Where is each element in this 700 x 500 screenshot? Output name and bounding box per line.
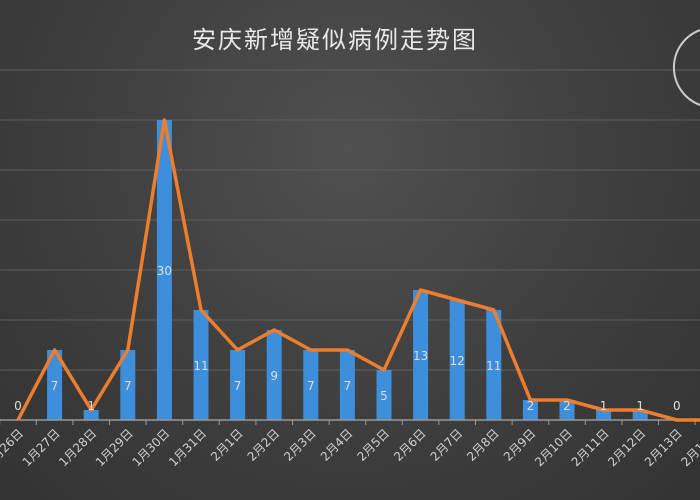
x-tick-label: 1月31日 bbox=[166, 426, 209, 469]
x-tick-label: 2月4日 bbox=[318, 426, 356, 464]
bar bbox=[230, 350, 246, 420]
x-tick-label: 2月11日 bbox=[569, 426, 612, 469]
x-tick-label: 2月2日 bbox=[245, 426, 283, 464]
bar bbox=[266, 330, 282, 420]
bar bbox=[193, 310, 209, 420]
bar bbox=[522, 400, 538, 420]
data-label: 1 bbox=[636, 399, 644, 413]
x-tick-label: 2月5日 bbox=[354, 426, 392, 464]
data-label: 0 bbox=[14, 399, 22, 413]
data-label: 0 bbox=[673, 399, 681, 413]
bar bbox=[559, 400, 575, 420]
bar bbox=[413, 290, 429, 420]
data-label: 11 bbox=[193, 359, 208, 373]
bar bbox=[156, 120, 172, 420]
data-label: 7 bbox=[124, 379, 132, 393]
x-tick-label: 2月8日 bbox=[464, 426, 502, 464]
data-label: 7 bbox=[307, 379, 315, 393]
data-label: 1 bbox=[600, 399, 608, 413]
bar bbox=[632, 410, 648, 420]
data-label: 1 bbox=[87, 399, 95, 413]
data-label: 2 bbox=[563, 399, 571, 413]
data-label: 12 bbox=[450, 354, 465, 368]
data-label: 5 bbox=[380, 389, 388, 403]
data-label: 7 bbox=[51, 379, 59, 393]
bar bbox=[376, 370, 392, 420]
x-tick-label: 2月3日 bbox=[281, 426, 319, 464]
bar bbox=[83, 410, 99, 420]
x-tick-label: 1月29日 bbox=[93, 426, 136, 469]
data-label: 9 bbox=[270, 369, 278, 383]
x-tick-label: 1月27日 bbox=[20, 426, 63, 469]
x-tick-label: 2月6日 bbox=[391, 426, 429, 464]
x-tick-label: 1月30日 bbox=[129, 426, 172, 469]
data-label: 7 bbox=[234, 379, 242, 393]
x-tick-label: 2月1日 bbox=[208, 426, 246, 464]
bar bbox=[596, 410, 612, 420]
trend-line bbox=[16, 118, 700, 422]
bar bbox=[120, 350, 136, 420]
x-tick-label: 2月12日 bbox=[605, 426, 648, 469]
x-tick-label: 1月28日 bbox=[56, 426, 99, 469]
bar bbox=[47, 350, 63, 420]
bar bbox=[339, 350, 355, 420]
x-tick-label: 2月13日 bbox=[642, 426, 685, 469]
x-tick-label: 2月14日 bbox=[678, 426, 700, 469]
bar bbox=[303, 350, 319, 420]
chart-title: 安庆新增疑似病例走势图 bbox=[192, 26, 478, 54]
bar bbox=[449, 300, 465, 420]
x-tick-label: 2月7日 bbox=[428, 426, 466, 464]
stamp-edge bbox=[673, 29, 700, 106]
data-label: 30 bbox=[157, 264, 172, 278]
data-label: 7 bbox=[344, 379, 352, 393]
data-label: 13 bbox=[413, 349, 428, 363]
data-label: 11 bbox=[486, 359, 501, 373]
x-tick-label: 2月10日 bbox=[532, 426, 575, 469]
data-label: 2 bbox=[527, 399, 535, 413]
bar bbox=[486, 310, 502, 420]
